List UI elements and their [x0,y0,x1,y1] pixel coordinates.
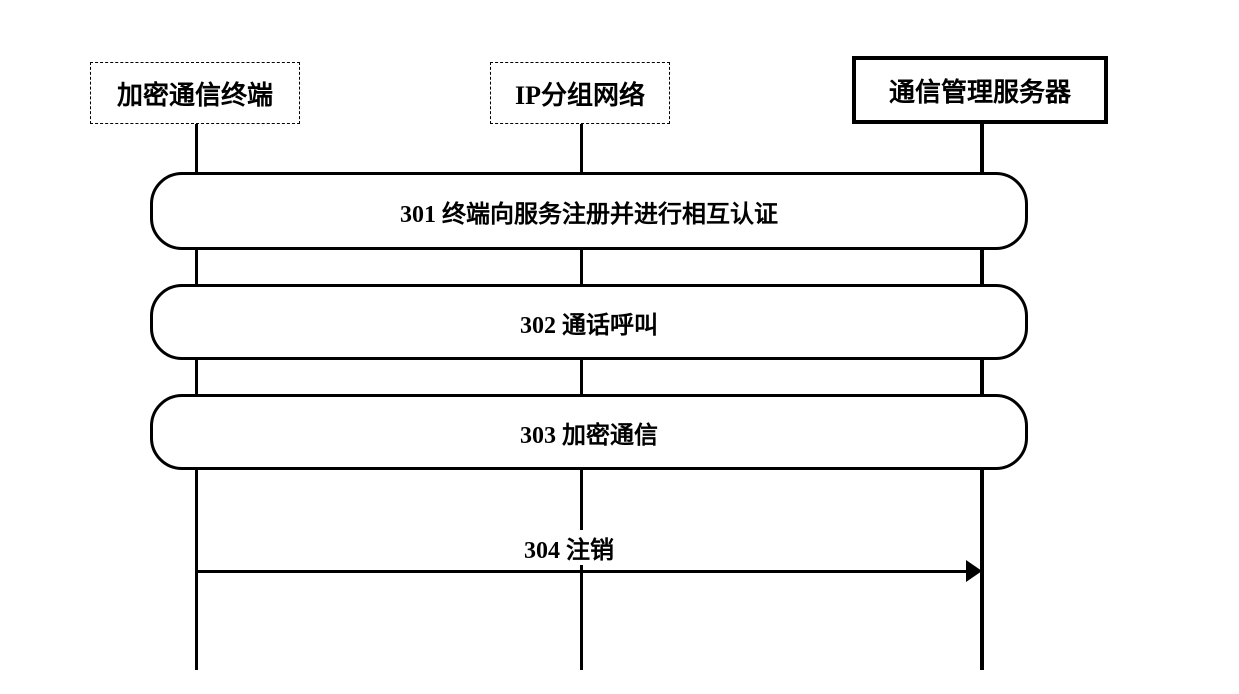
diagram-canvas: 加密通信终端 IP分组网络 通信管理服务器 301 终端向服务注册并进行相互认证… [0,0,1239,694]
actor-server-label: 通信管理服务器 [889,72,1071,109]
actor-network-label: IP分组网络 [515,75,645,112]
message-304-arrow-line [197,570,966,573]
message-304-arrow-head [966,560,982,582]
actor-server: 通信管理服务器 [852,56,1108,124]
step-301: 301 终端向服务注册并进行相互认证 [150,172,1028,250]
step-303-label: 303 加密通信 [520,415,658,450]
message-304-label: 304 注销 [520,530,618,565]
step-303: 303 加密通信 [150,394,1028,470]
step-302: 302 通话呼叫 [150,284,1028,360]
step-302-label: 302 通话呼叫 [520,305,658,340]
actor-terminal-label: 加密通信终端 [117,75,273,112]
actor-terminal: 加密通信终端 [90,62,300,124]
step-301-label: 301 终端向服务注册并进行相互认证 [400,194,778,229]
actor-network: IP分组网络 [490,62,670,124]
